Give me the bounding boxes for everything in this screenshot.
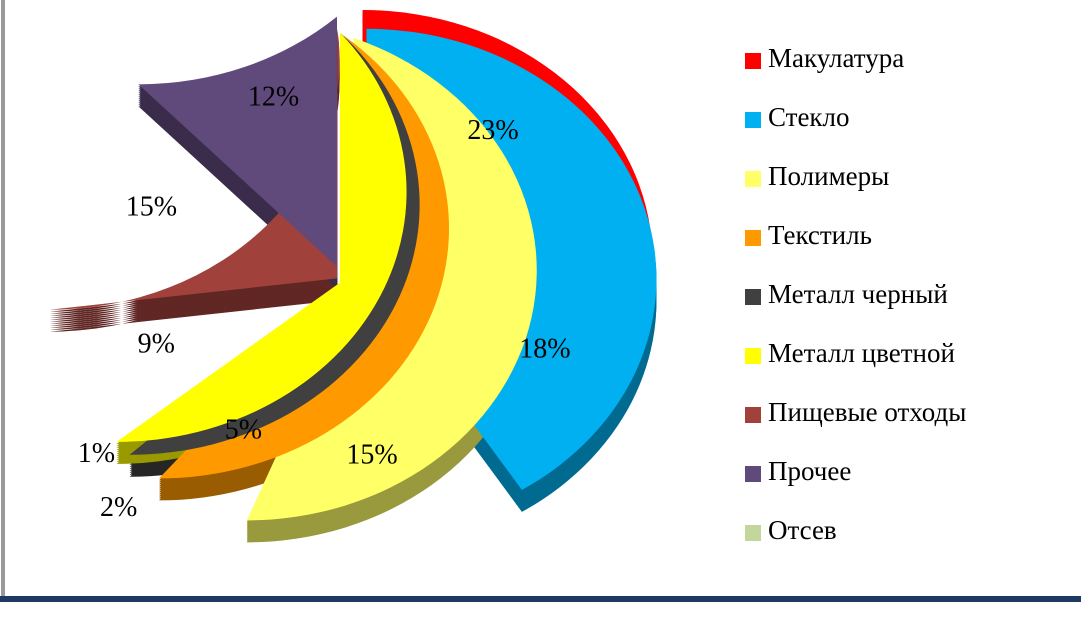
legend-label: Полимеры xyxy=(768,161,889,191)
legend-swatch xyxy=(745,289,761,305)
legend-swatch xyxy=(745,466,761,482)
legend-label: Отсев xyxy=(768,515,837,545)
data-label: 18% xyxy=(519,334,570,365)
data-label: 9% xyxy=(138,328,175,359)
legend-swatch xyxy=(745,407,761,423)
legend-label: Стекло xyxy=(768,102,850,132)
legend-label: Металл цветной xyxy=(768,338,955,368)
legend-label: Металл черный xyxy=(768,279,948,309)
legend-swatch xyxy=(745,348,761,364)
legend-swatch xyxy=(745,53,761,69)
slice xyxy=(138,16,337,267)
slice xyxy=(49,28,340,310)
legend-label: Текстиль xyxy=(768,220,872,250)
data-label: 5% xyxy=(225,415,262,446)
bottom-rule xyxy=(0,596,1081,602)
legend-label: Макулатура xyxy=(768,43,904,73)
slice xyxy=(116,32,407,442)
data-label: 1% xyxy=(78,438,115,469)
legend: Макулатура Стекло Полимеры Текстиль Металл ч… xyxy=(745,43,966,545)
legend-label: Пищевые отходы xyxy=(768,397,966,427)
legend-swatch xyxy=(745,525,761,541)
data-label: 12% xyxy=(248,81,299,112)
pie: 23% 18% 15% 5% 2% 1% 9% 15% 12% xyxy=(49,9,657,543)
legend-label: Прочее xyxy=(768,456,851,486)
legend-swatch xyxy=(745,171,761,187)
data-label: 15% xyxy=(346,440,397,471)
legend-swatch xyxy=(745,230,761,246)
legend-swatch xyxy=(745,112,761,128)
data-label: 15% xyxy=(126,191,177,222)
data-label: 2% xyxy=(100,492,137,523)
data-label: 23% xyxy=(467,115,518,146)
